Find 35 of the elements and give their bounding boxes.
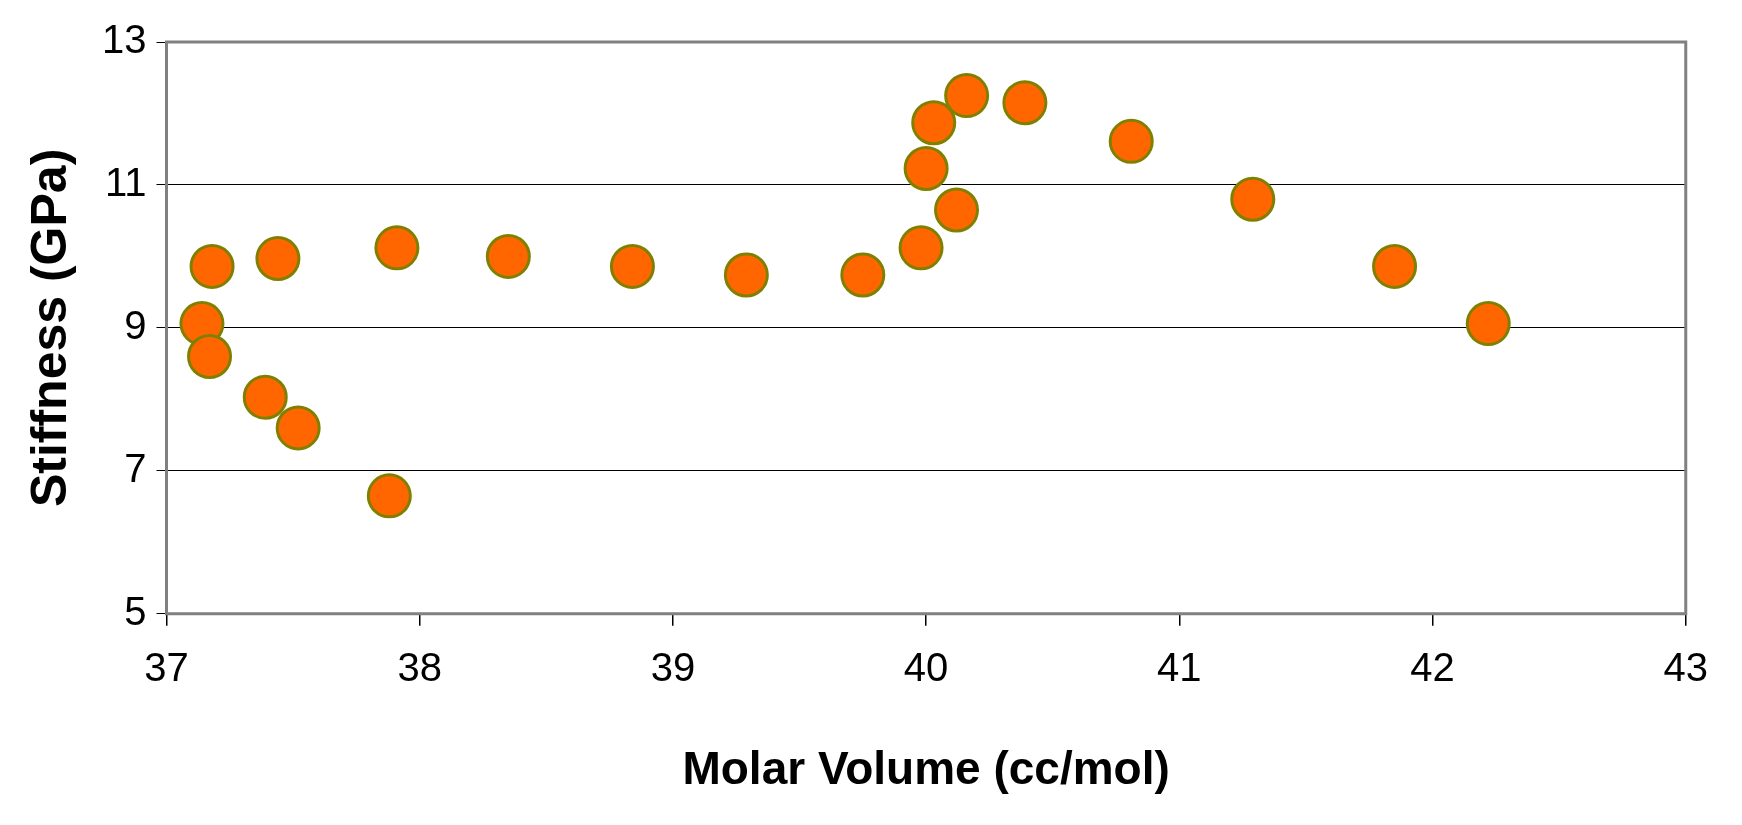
x-tick-label: 41: [1157, 644, 1202, 689]
y-axis-title: Stiffness (GPa): [20, 148, 77, 508]
point: [609, 243, 655, 289]
x-tick-label: 38: [397, 644, 442, 689]
x-axis-title: Molar Volume (cc/mol): [682, 742, 1170, 795]
point: [903, 146, 949, 192]
point: [1108, 118, 1154, 164]
x-tick-label: 43: [1663, 644, 1708, 689]
y-tick-label: 11: [104, 159, 147, 204]
point: [898, 225, 944, 271]
x-tick-label: 40: [903, 644, 949, 689]
point: [189, 243, 235, 289]
point: [911, 100, 957, 146]
point: [242, 374, 288, 420]
point: [1230, 176, 1276, 222]
y-tick-label: 9: [124, 302, 147, 347]
point: [1002, 80, 1048, 126]
y-tick-label: 5: [124, 588, 147, 633]
point: [934, 187, 980, 233]
point: [944, 73, 990, 119]
point: [1372, 243, 1418, 289]
point: [840, 252, 886, 298]
point: [1465, 301, 1511, 347]
x-tick-label: 39: [650, 644, 696, 689]
y-tick-label: 13: [101, 17, 147, 62]
x-tick-label: 37: [144, 644, 189, 689]
point: [187, 333, 233, 379]
point: [723, 252, 769, 298]
y-tick-label: 7: [124, 445, 147, 490]
x-tick-label: 42: [1410, 644, 1455, 689]
point: [374, 225, 420, 271]
point: [366, 473, 412, 519]
point: [255, 236, 301, 282]
point: [275, 405, 321, 451]
point: [485, 233, 531, 279]
